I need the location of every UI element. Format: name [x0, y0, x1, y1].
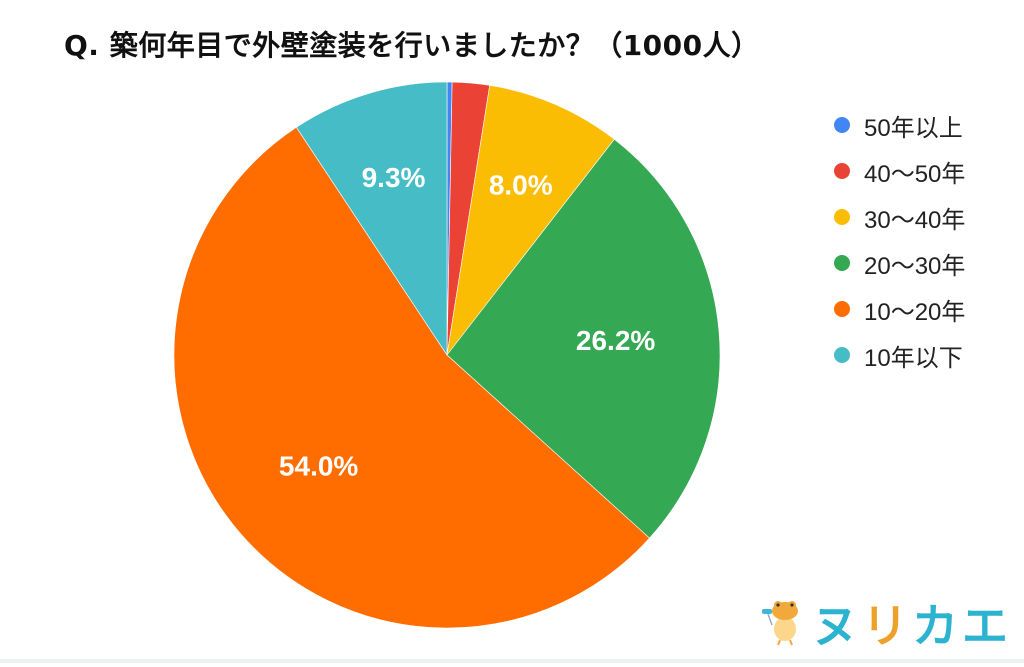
frog-mascot-icon	[760, 595, 806, 651]
pie-slice[interactable]	[446, 138, 721, 539]
slice-value-label: 54.0%	[279, 450, 358, 481]
nurikae-logo: ヌリカエ	[760, 590, 1012, 656]
slice-value-label: 26.2%	[576, 325, 655, 356]
pie-slice[interactable]	[173, 126, 650, 629]
slice-value-label: 8.0%	[489, 170, 553, 201]
legend-label: 40〜50年	[864, 160, 966, 188]
legend-label: 50年以上	[864, 114, 963, 142]
legend-dot-icon	[834, 163, 850, 179]
pie-slice[interactable]	[446, 85, 615, 356]
logo-char: エ	[962, 599, 1012, 653]
legend-item-50-plus[interactable]: 50年以上	[834, 102, 965, 148]
logo-char: リ	[862, 599, 912, 653]
legend: 50年以上 40〜50年 30〜40年 20〜30年 10〜20年 10年以下	[834, 102, 965, 378]
legend-dot-icon	[834, 117, 850, 133]
legend-label: 10年以下	[864, 344, 963, 372]
logo-char: ヌ	[812, 599, 862, 653]
pie-slice[interactable]	[295, 81, 448, 356]
logo-char: カ	[912, 599, 962, 653]
slice-value-label: 9.3%	[362, 162, 426, 193]
chart-title: Q. 築何年目で外壁塗装を行いましたか？（1000人）	[64, 29, 760, 62]
logo-text: ヌリカエ	[812, 590, 1012, 656]
footer-strip	[0, 659, 1024, 663]
legend-item-20-30[interactable]: 20〜30年	[834, 240, 965, 286]
legend-label: 20〜30年	[864, 252, 966, 280]
legend-label: 10〜20年	[864, 298, 966, 326]
legend-item-10-20[interactable]: 10〜20年	[834, 286, 965, 332]
legend-dot-icon	[834, 255, 850, 271]
legend-item-under-10[interactable]: 10年以下	[834, 332, 965, 378]
legend-dot-icon	[834, 301, 850, 317]
legend-dot-icon	[834, 347, 850, 363]
legend-label: 30〜40年	[864, 206, 966, 234]
legend-dot-icon	[834, 209, 850, 225]
legend-item-30-40[interactable]: 30〜40年	[834, 194, 965, 240]
legend-item-40-50[interactable]: 40〜50年	[834, 148, 965, 194]
